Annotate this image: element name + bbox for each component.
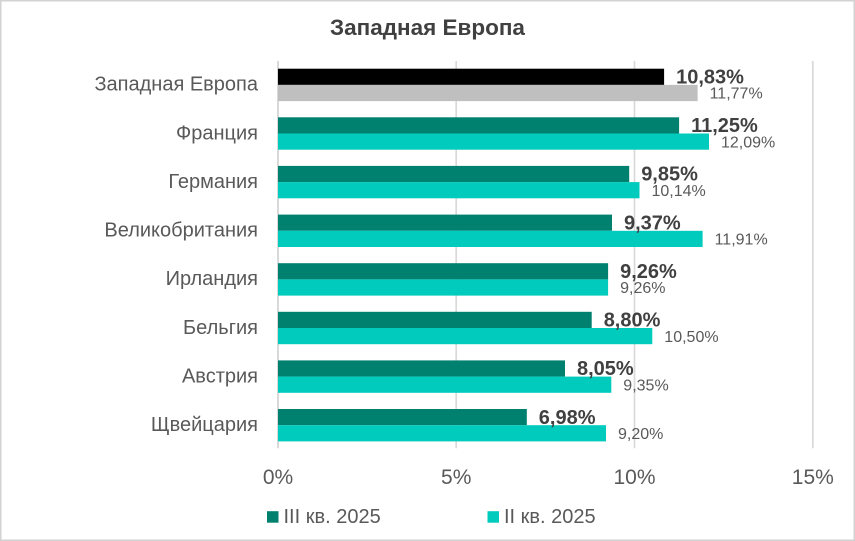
svg-text:6,98%: 6,98%: [539, 407, 596, 429]
svg-text:10,14%: 10,14%: [652, 183, 706, 200]
svg-text:11,91%: 11,91%: [715, 232, 768, 249]
svg-text:Австрия: Австрия: [182, 365, 258, 387]
svg-text:Щвейцария: Щвейцария: [151, 414, 258, 436]
svg-text:Франция: Франция: [176, 122, 258, 144]
svg-text:9,85%: 9,85%: [641, 164, 698, 186]
svg-text:9,26%: 9,26%: [620, 261, 677, 283]
svg-text:10,83%: 10,83%: [676, 67, 744, 89]
svg-text:5%: 5%: [441, 466, 471, 489]
svg-text:11,77%: 11,77%: [710, 86, 763, 103]
svg-text:II кв. 2025: II кв. 2025: [504, 506, 596, 528]
svg-text:Ирландия: Ирландия: [166, 268, 258, 290]
svg-text:Германия: Германия: [168, 171, 258, 193]
svg-text:11,25%: 11,25%: [691, 115, 758, 137]
svg-text:15%: 15%: [792, 466, 834, 489]
svg-text:Великобритания: Великобритания: [104, 220, 258, 242]
svg-text:9,37%: 9,37%: [624, 212, 681, 234]
svg-text:10%: 10%: [613, 466, 655, 489]
svg-text:Западная Европа: Западная Европа: [94, 74, 258, 96]
svg-text:8,80%: 8,80%: [604, 310, 661, 332]
svg-text:9,26%: 9,26%: [620, 280, 665, 297]
svg-text:9,20%: 9,20%: [618, 426, 663, 443]
svg-text:12,09%: 12,09%: [721, 134, 775, 151]
svg-text:8,05%: 8,05%: [577, 358, 634, 380]
svg-text:9,35%: 9,35%: [623, 377, 668, 394]
svg-text:Западная Европа: Западная Европа: [330, 15, 525, 40]
svg-text:10,50%: 10,50%: [664, 329, 718, 346]
svg-text:0%: 0%: [263, 466, 293, 489]
svg-text:III кв. 2025: III кв. 2025: [284, 506, 381, 528]
svg-text:Бельгия: Бельгия: [183, 317, 258, 339]
